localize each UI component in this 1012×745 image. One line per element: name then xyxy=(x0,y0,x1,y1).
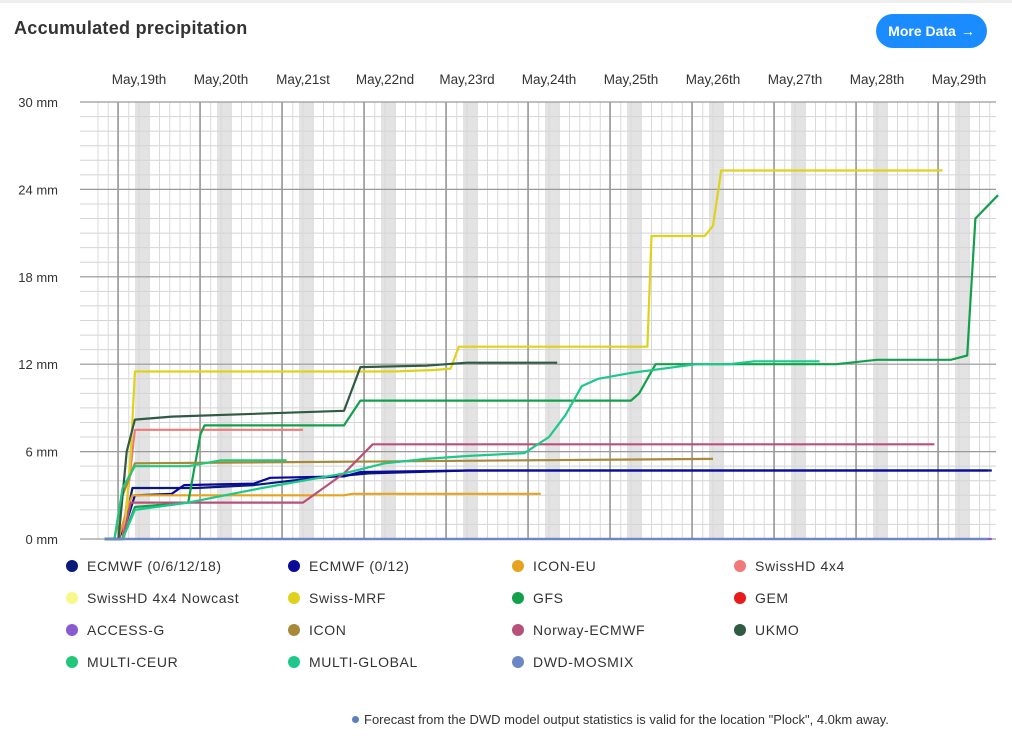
legend-dot-icon xyxy=(66,624,78,636)
y-tick-label: 0 mm xyxy=(26,532,59,547)
legend-label: ICON-EU xyxy=(533,558,597,574)
footnote-text: Forecast from the DWD model output stati… xyxy=(364,712,889,727)
series-line-multi-global xyxy=(104,360,820,541)
legend-item[interactable]: DWD-MOSMIX xyxy=(512,654,634,670)
legend-label: UKMO xyxy=(755,622,800,638)
legend-label: MULTI-GLOBAL xyxy=(309,654,418,670)
legend-label: ICON xyxy=(309,622,347,638)
y-tick-label: 24 mm xyxy=(18,182,58,197)
legend-item[interactable]: GEM xyxy=(734,590,789,606)
x-tick-label: May,20th xyxy=(194,72,249,87)
x-tick-label: May,23rd xyxy=(439,72,494,87)
legend-label: Swiss-MRF xyxy=(309,590,386,606)
x-tick-label: May,27th xyxy=(768,72,823,87)
legend-dot-icon xyxy=(66,656,78,668)
legend-label: SwissHD 4x4 xyxy=(755,558,845,574)
top-divider xyxy=(0,0,1012,3)
legend-label: SwissHD 4x4 Nowcast xyxy=(87,590,240,606)
y-tick-label: 18 mm xyxy=(18,270,58,285)
legend-dot-icon xyxy=(288,624,300,636)
legend-dot-icon xyxy=(66,592,78,604)
legend-item[interactable]: UKMO xyxy=(734,622,799,638)
legend-dot-icon xyxy=(512,624,524,636)
x-tick-label: May,19th xyxy=(112,72,167,87)
x-tick-label: May,26th xyxy=(686,72,741,87)
x-tick-label: May,25th xyxy=(604,72,659,87)
x-tick-label: May,28th xyxy=(850,72,905,87)
legend-item[interactable]: ICON-EU xyxy=(512,558,596,574)
x-tick-label: May,21st xyxy=(276,72,330,87)
legend-dot-icon xyxy=(288,592,300,604)
legend-dot-icon xyxy=(66,560,78,572)
legend-label: ECMWF (0/12) xyxy=(309,558,410,574)
series-line-ukmo xyxy=(104,361,558,541)
legend-label: ECMWF (0/6/12/18) xyxy=(87,558,222,574)
footnote-dot-icon xyxy=(352,716,359,723)
legend-item[interactable]: ICON xyxy=(288,622,346,638)
legend-label: DWD-MOSMIX xyxy=(533,654,634,670)
legend-dot-icon xyxy=(734,560,746,572)
legend-dot-icon xyxy=(734,624,746,636)
page-title: Accumulated precipitation xyxy=(14,18,248,38)
legend-item[interactable]: Swiss-MRF xyxy=(288,590,386,606)
legend-label: ACCESS-G xyxy=(87,622,165,638)
series-line-multi-ceur xyxy=(104,459,287,541)
legend-dot-icon xyxy=(288,656,300,668)
x-tick-label: May,24th xyxy=(522,72,577,87)
legend-item[interactable]: ACCESS-G xyxy=(66,622,165,638)
y-tick-label: 30 mm xyxy=(18,95,58,110)
legend-label: MULTI-CEUR xyxy=(87,654,179,670)
y-tick-label: 6 mm xyxy=(26,445,59,460)
x-tick-label: May,22nd xyxy=(356,72,414,87)
legend-dot-icon xyxy=(288,560,300,572)
legend-item[interactable]: SwissHD 4x4 xyxy=(734,558,845,574)
legend-item[interactable]: MULTI-CEUR xyxy=(66,654,178,670)
more-data-button[interactable]: More Data → xyxy=(876,14,987,48)
precipitation-chart: 0 mm 6 mm 12 mm 18 mm 24 mm 30 mm May,19th May,… xyxy=(18,72,999,547)
legend-dot-icon xyxy=(512,560,524,572)
legend-item[interactable]: GFS xyxy=(512,590,564,606)
legend-dot-icon xyxy=(734,592,746,604)
legend-dot-icon xyxy=(512,656,524,668)
more-data-label: More Data xyxy=(888,23,956,39)
y-tick-label: 12 mm xyxy=(18,357,58,372)
legend-item[interactable]: ECMWF (0/12) xyxy=(288,558,410,574)
legend-label: GEM xyxy=(755,590,789,606)
arrow-right-icon: → xyxy=(960,23,975,39)
legend-dot-icon xyxy=(512,592,524,604)
x-tick-label: May,29th xyxy=(932,72,987,87)
legend-item[interactable]: MULTI-GLOBAL xyxy=(288,654,418,670)
legend-item[interactable]: ECMWF (0/6/12/18) xyxy=(66,558,222,574)
legend-label: GFS xyxy=(533,590,564,606)
legend-label: Norway-ECMWF xyxy=(533,622,646,638)
series-line-swiss-mrf xyxy=(104,169,943,541)
footnote: Forecast from the DWD model output stati… xyxy=(352,712,889,727)
legend-item[interactable]: Norway-ECMWF xyxy=(512,622,645,638)
legend-item[interactable]: SwissHD 4x4 Nowcast xyxy=(66,590,239,606)
